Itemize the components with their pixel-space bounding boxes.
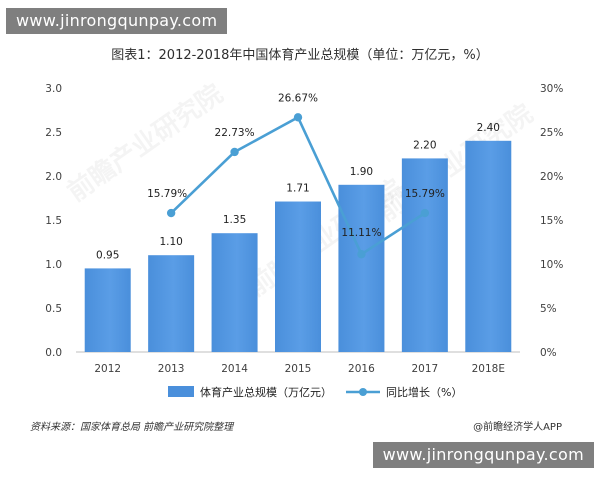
bar-value-label: 1.71 xyxy=(286,183,309,195)
left-tick-label: 0.5 xyxy=(45,303,62,315)
right-tick-label: 0% xyxy=(540,347,557,359)
left-tick-label: 0.0 xyxy=(45,347,62,359)
bar xyxy=(84,268,131,352)
x-tick-label: 2014 xyxy=(221,363,248,375)
watermark-bottom: www.jinrongqunpay.com xyxy=(372,442,594,468)
legend-line-label: 同比增长（%） xyxy=(386,385,462,399)
bar xyxy=(465,140,512,352)
legend-line-marker xyxy=(359,388,367,396)
source-note: 资料来源：国家体育总局 前瞻产业研究院整理 xyxy=(30,422,234,433)
line-series xyxy=(166,113,430,259)
credit-note: @前瞻经济学人APP xyxy=(473,422,562,433)
right-tick-label: 25% xyxy=(540,127,563,139)
line-value-label: 15.79% xyxy=(147,188,187,200)
bar-value-label: 0.95 xyxy=(96,249,119,261)
x-tick-label: 2013 xyxy=(158,363,185,375)
legend-bar-swatch xyxy=(168,386,194,397)
x-tick-label: 2012 xyxy=(94,363,121,375)
line-point xyxy=(357,250,366,259)
chart-title: 图表1：2012-2018年中国体育产业总规模（单位：万亿元，%） xyxy=(111,48,489,63)
line-value-label: 26.67% xyxy=(278,92,318,104)
watermark-text: 前瞻产业研究院 xyxy=(372,98,539,228)
bar-value-label: 1.10 xyxy=(159,236,182,248)
bar-value-label: 1.35 xyxy=(223,214,246,226)
right-tick-label: 15% xyxy=(540,215,563,227)
right-tick-label: 20% xyxy=(540,171,563,183)
line-value-label: 11.11% xyxy=(341,227,381,239)
x-tick-label: 2015 xyxy=(285,363,312,375)
x-axis-ticks: 2012 2013 2014 2015 2016 2017 2018E xyxy=(94,363,505,375)
bar xyxy=(211,233,258,352)
left-tick-label: 1.0 xyxy=(45,259,62,271)
watermark-top: www.jinrongqunpay.com xyxy=(6,8,228,34)
line-point xyxy=(166,208,176,218)
right-axis: 0% 5% 10% 15% 20% 25% 30% xyxy=(540,83,563,359)
bar-series xyxy=(84,140,512,352)
bar xyxy=(338,184,385,352)
right-tick-label: 5% xyxy=(540,303,557,315)
x-tick-label: 2018E xyxy=(472,363,505,375)
bar xyxy=(401,158,448,352)
bar-value-label: 2.40 xyxy=(477,122,500,134)
right-tick-label: 30% xyxy=(540,83,563,95)
bar-value-label: 2.20 xyxy=(413,139,436,151)
x-tick-label: 2016 xyxy=(348,363,375,375)
bar xyxy=(148,255,195,352)
watermark-text: 前瞻产业研究院 xyxy=(62,78,229,208)
left-tick-label: 2.0 xyxy=(45,171,62,183)
line-value-label: 15.79% xyxy=(405,188,445,200)
legend: 体育产业总规模（万亿元） 同比增长（%） xyxy=(168,385,462,399)
left-tick-label: 2.5 xyxy=(45,127,62,139)
line-point xyxy=(230,147,239,157)
line-labels: 15.79% 22.73% 26.67% 11.11% 15.79% xyxy=(147,92,445,239)
x-tick-label: 2017 xyxy=(411,363,438,375)
bar xyxy=(275,201,321,352)
left-tick-label: 3.0 xyxy=(45,83,62,95)
line-point xyxy=(293,113,303,122)
bar-labels: 0.95 1.10 1.35 1.71 1.90 2.20 2.40 xyxy=(96,122,500,262)
right-tick-label: 10% xyxy=(540,259,563,271)
left-axis: 0.0 0.5 1.0 1.5 2.0 2.5 3.0 xyxy=(45,83,62,359)
bar-value-label: 1.90 xyxy=(350,166,373,178)
left-tick-label: 1.5 xyxy=(45,215,62,227)
line-point xyxy=(420,208,430,218)
line-value-label: 22.73% xyxy=(215,127,255,139)
legend-bar-label: 体育产业总规模（万亿元） xyxy=(200,385,332,399)
